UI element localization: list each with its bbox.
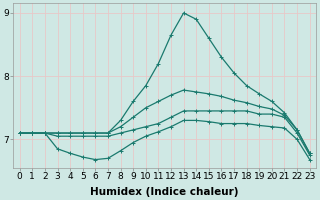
X-axis label: Humidex (Indice chaleur): Humidex (Indice chaleur) xyxy=(91,187,239,197)
